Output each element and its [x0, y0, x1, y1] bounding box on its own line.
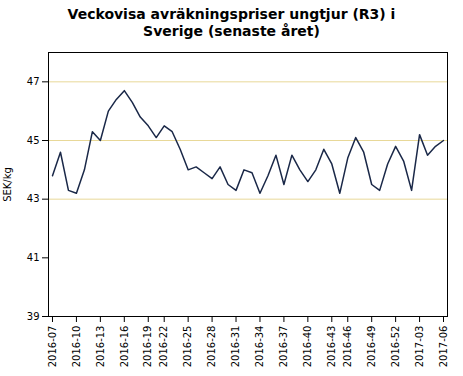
svg-text:2016-43: 2016-43 [326, 326, 337, 368]
svg-text:2016-52: 2016-52 [390, 326, 401, 368]
svg-text:43: 43 [27, 193, 40, 204]
svg-text:2016-16: 2016-16 [119, 326, 130, 368]
svg-text:2017-03: 2017-03 [414, 326, 425, 368]
svg-text:47: 47 [27, 76, 40, 87]
svg-text:39: 39 [27, 311, 40, 322]
svg-text:41: 41 [27, 252, 40, 263]
svg-text:2016-49: 2016-49 [366, 326, 377, 368]
svg-text:2017-06: 2017-06 [438, 326, 449, 368]
svg-text:2016-10: 2016-10 [71, 326, 82, 368]
svg-text:2016-28: 2016-28 [206, 326, 217, 368]
svg-text:2016-31: 2016-31 [230, 326, 241, 368]
svg-text:2016-40: 2016-40 [302, 326, 313, 368]
svg-text:2016-19: 2016-19 [142, 326, 153, 368]
svg-text:2016-37: 2016-37 [278, 326, 289, 368]
svg-text:2016-25: 2016-25 [182, 326, 193, 368]
svg-text:2016-13: 2016-13 [95, 326, 106, 368]
svg-text:2016-07: 2016-07 [47, 326, 58, 368]
svg-text:2016-46: 2016-46 [342, 326, 353, 368]
svg-text:2016-34: 2016-34 [254, 326, 265, 368]
svg-text:45: 45 [27, 135, 40, 146]
html-text:Veckovisa avräkningspriser ung: Veckovisa avräkningspriser ungtjur (R3) … [67, 6, 396, 39]
svg-text:SEK/kg: SEK/kg [2, 167, 13, 202]
svg-text:2016-22: 2016-22 [158, 326, 169, 368]
